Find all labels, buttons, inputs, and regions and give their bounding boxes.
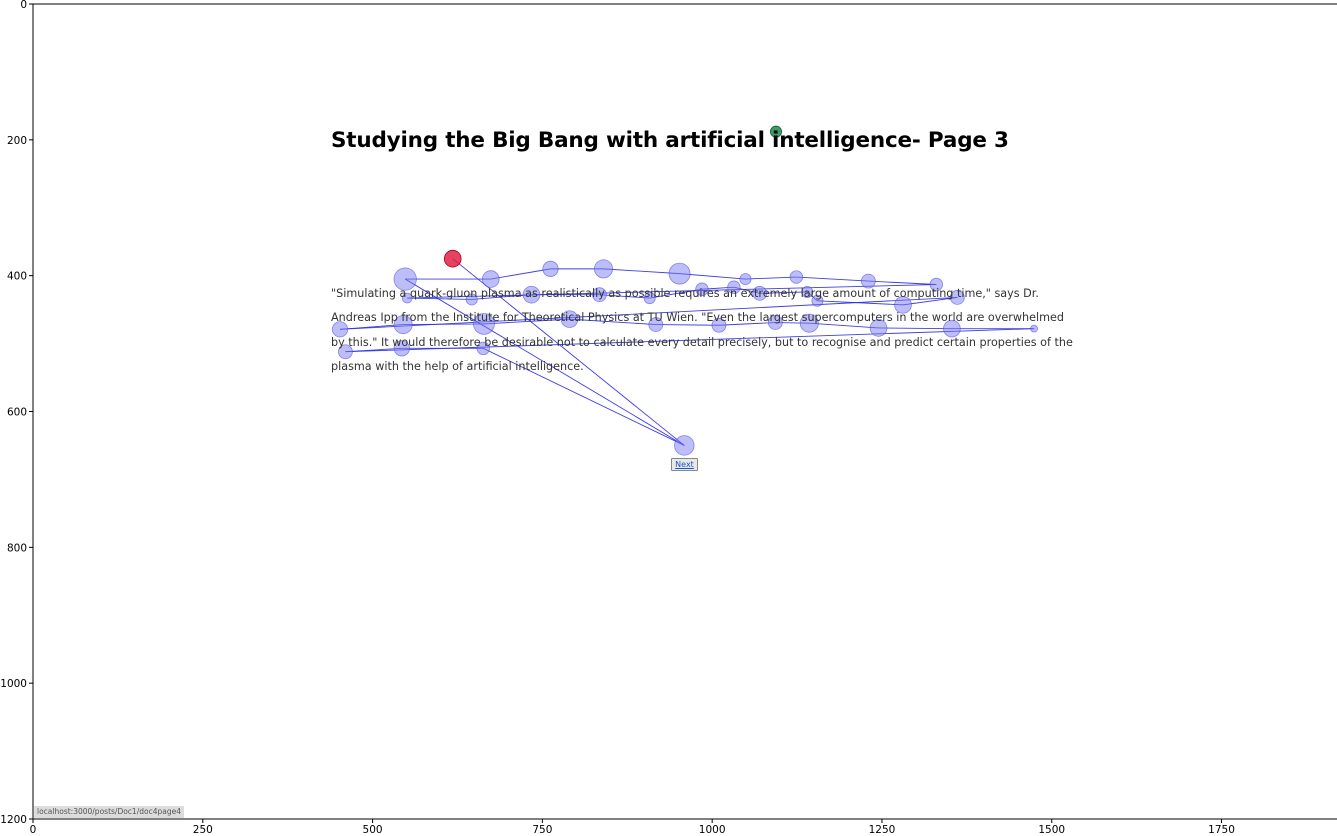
scanpath-segment <box>483 347 685 446</box>
fixation-point <box>473 312 495 335</box>
x-tick-label: 250 <box>193 824 213 836</box>
fixation-point <box>481 270 500 288</box>
scanpath-segment <box>599 294 650 299</box>
fixation-points <box>331 125 1038 456</box>
x-tick-label: 1750 <box>1208 824 1235 836</box>
fixation-point <box>739 273 752 286</box>
scanpath-segment <box>603 268 680 275</box>
fixation-point <box>869 319 888 337</box>
fixation-point <box>542 260 559 277</box>
fixation-point <box>643 292 656 305</box>
fixation-point <box>668 262 691 285</box>
fixation-point <box>648 317 664 332</box>
scanpath-segment <box>868 280 937 285</box>
y-tick-label: 400 <box>7 271 27 283</box>
fixation-point <box>711 317 727 333</box>
y-tick-label: 1000 <box>0 678 27 690</box>
page-title: Studying the Big Bang with artificial in… <box>331 128 1009 153</box>
scanpath-segment <box>339 324 404 330</box>
scanpath-segment <box>345 347 402 353</box>
scanpath-segment <box>345 328 1035 353</box>
scanpath-segment <box>403 323 484 326</box>
scanpath-segment <box>878 327 952 330</box>
scanpath-segment <box>796 276 869 282</box>
x-tick-label: 1000 <box>699 824 726 836</box>
fixation-point <box>752 285 768 301</box>
fixation-point <box>949 289 965 305</box>
scanpath-segment <box>407 297 472 300</box>
scanpath-segment <box>407 284 937 299</box>
scanpath-segment <box>649 288 703 299</box>
fixation-point <box>594 259 614 279</box>
x-tick-label: 1500 <box>1038 824 1065 836</box>
fixation-point <box>393 315 413 335</box>
fixation-point <box>929 277 943 292</box>
x-tick-label: 500 <box>363 824 383 836</box>
x-tick-label: 1250 <box>869 824 896 836</box>
fixation-point <box>695 282 709 296</box>
fixation-point <box>799 313 819 333</box>
fixation-point <box>767 315 783 330</box>
fixation-point <box>811 294 824 307</box>
fixation-point <box>674 435 695 456</box>
y-tick-label: 800 <box>7 542 27 554</box>
article-paragraph: "Simulating a quark-gluon plasma as real… <box>331 282 1073 379</box>
y-tick-label: 600 <box>7 407 27 419</box>
paragraph-line: plasma with the help of artificial intel… <box>331 359 584 373</box>
fixation-point <box>860 273 876 289</box>
scanpath-segment <box>404 278 685 446</box>
fixation-point <box>789 270 804 284</box>
paragraph-line: by this." It would therefore be desirabl… <box>331 335 1073 349</box>
x-tick-label: 0 <box>30 824 37 836</box>
y-tick-label: 0 <box>20 0 27 11</box>
y-tick-label: 200 <box>7 135 27 147</box>
fixation-point <box>801 285 814 298</box>
fixation-point <box>592 287 607 303</box>
fixation-point <box>727 280 741 294</box>
fixation-point <box>943 319 961 338</box>
scanpath-segment <box>745 276 797 280</box>
fixation-point <box>393 340 410 357</box>
fixation-point <box>522 285 541 304</box>
fixation-point <box>393 267 417 291</box>
next-button[interactable]: Next <box>671 458 698 471</box>
fixation-point <box>338 344 353 360</box>
gaze-point <box>770 125 783 138</box>
start-point <box>443 249 462 268</box>
scanpath-segment <box>471 294 532 300</box>
paragraph-line: "Simulating a quark-gluon plasma as real… <box>331 287 1039 300</box>
scanpath-segment <box>490 268 551 280</box>
status-bar-url: localhost:3000/posts/Doc1/doc4page4 <box>34 806 184 818</box>
scanpath-segment <box>483 318 570 325</box>
scanpath-segment <box>718 322 776 326</box>
fixation-point <box>476 341 490 356</box>
fixation-point <box>331 321 349 338</box>
scanpath-segment <box>809 322 879 329</box>
y-tick-label: 1200 <box>0 814 27 826</box>
fixation-point <box>894 296 912 314</box>
fixation-point <box>465 293 478 306</box>
x-tick-label: 750 <box>532 824 552 836</box>
scanpath-segment <box>759 291 808 294</box>
scanpath-segment <box>452 258 685 446</box>
paragraph-line: Andreas Ipp from the Institute for Theor… <box>331 311 1064 325</box>
scanpath-segment <box>655 324 719 326</box>
scanpath-segment <box>902 296 958 306</box>
fixation-point <box>401 292 413 304</box>
fixation-point <box>560 310 579 328</box>
scanpath-segment <box>679 273 746 280</box>
scanpath-segment <box>569 318 656 326</box>
fixation-point <box>1030 324 1038 333</box>
